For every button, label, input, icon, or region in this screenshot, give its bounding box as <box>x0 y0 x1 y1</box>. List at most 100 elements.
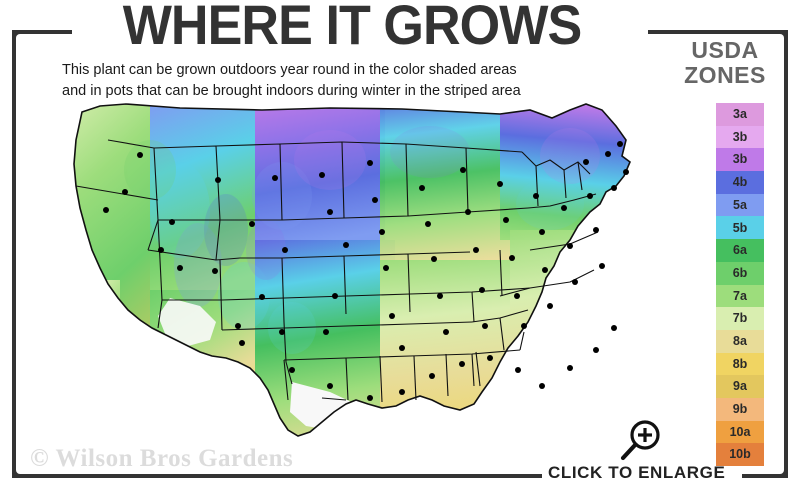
city-dot <box>332 293 338 299</box>
city-dot <box>343 242 349 248</box>
city-dot <box>533 193 539 199</box>
city-dot <box>235 323 241 329</box>
city-dot <box>459 361 465 367</box>
legend-swatch-3a: 3a <box>716 103 764 126</box>
legend-swatch-9b-13: 9b <box>716 397 764 421</box>
city-dot <box>437 293 443 299</box>
city-dot <box>567 365 573 371</box>
legend-swatch-3b-1: 3b <box>716 125 764 149</box>
subtitle-line-1: This plant can be grown outdoors year ro… <box>62 62 517 78</box>
click-to-enlarge-label[interactable]: CLICK TO ENLARGE <box>548 463 726 482</box>
city-dot <box>169 219 175 225</box>
city-dot <box>279 329 285 335</box>
city-dot <box>367 160 373 166</box>
city-dot <box>593 347 599 353</box>
city-dot <box>611 185 617 191</box>
city-dot <box>399 345 405 351</box>
city-dot <box>383 265 389 271</box>
city-dot <box>239 340 245 346</box>
legend-swatch-8a-10: 8a <box>716 329 764 353</box>
legend-heading-line-2: ZONES <box>684 62 766 88</box>
city-dot <box>479 287 485 293</box>
city-dot <box>379 229 385 235</box>
frame-corner-top-right <box>770 30 788 48</box>
zone-color-bands <box>74 104 630 436</box>
frame-top-left-segment <box>12 30 72 34</box>
city-dot <box>482 323 488 329</box>
city-dot <box>514 293 520 299</box>
city-dot <box>367 395 373 401</box>
frame-bottom-left-segment <box>12 474 542 478</box>
frame-top-right-segment <box>648 30 788 34</box>
magnifier-plus-icon[interactable] <box>618 418 664 464</box>
city-dot <box>158 247 164 253</box>
city-dot <box>599 263 605 269</box>
city-dot <box>372 197 378 203</box>
city-dot <box>487 355 493 361</box>
legend-swatch-8b-11: 8b <box>716 352 764 376</box>
frame-corner-bottom-left <box>12 460 30 478</box>
frame-corner-top-left <box>12 30 30 48</box>
city-dot <box>460 167 466 173</box>
page-title: WHERE IT GROWS <box>122 0 583 56</box>
city-dot <box>419 185 425 191</box>
legend-swatch-9a-12: 9a <box>716 375 764 398</box>
city-dot <box>521 323 527 329</box>
city-dot <box>567 243 573 249</box>
subtitle-text: This plant can be grown outdoors year ro… <box>62 60 622 102</box>
copyright-watermark: © Wilson Bros Gardens <box>30 445 294 472</box>
legend-swatch-7b-9: 7b <box>716 307 764 330</box>
legend-swatch-4b-3: 4b <box>716 171 764 194</box>
city-dot <box>323 329 329 335</box>
city-dot <box>212 268 218 274</box>
city-dot <box>282 247 288 253</box>
city-dot <box>425 221 431 227</box>
city-dot <box>177 265 183 271</box>
city-dot <box>611 325 617 331</box>
frame-left-segment <box>12 30 16 478</box>
city-dot <box>272 175 278 181</box>
usa-map-svg <box>30 100 650 460</box>
hardiness-zone-map[interactable] <box>30 100 650 460</box>
legend-swatch-10b-15: 10b <box>716 443 764 466</box>
city-dot <box>289 367 295 373</box>
city-dot <box>605 151 611 157</box>
city-dot <box>503 217 509 223</box>
legend-swatch-6b-7: 6b <box>716 261 764 285</box>
usa-outline <box>73 103 631 437</box>
city-dot <box>122 189 128 195</box>
legend-swatch-7a-8: 7a <box>716 284 764 308</box>
frame-corner-bottom-right <box>770 460 788 478</box>
city-dot <box>539 229 545 235</box>
city-dot <box>389 313 395 319</box>
city-dot <box>542 267 548 273</box>
legend-heading: USDA ZONES <box>662 38 788 88</box>
frame-right-segment <box>784 30 788 478</box>
city-dot <box>259 294 265 300</box>
city-dot <box>443 329 449 335</box>
city-dot <box>473 247 479 253</box>
city-dot <box>515 367 521 373</box>
city-dot <box>327 209 333 215</box>
city-dot <box>593 227 599 233</box>
legend-swatch-3b-2: 3b <box>716 148 764 172</box>
city-dot <box>509 255 515 261</box>
city-dot <box>623 169 629 175</box>
city-dot <box>617 141 623 147</box>
magnifier-plus-svg <box>620 420 660 461</box>
subtitle-line-2: and in pots that can be brought indoors … <box>62 83 521 99</box>
city-dot <box>497 181 503 187</box>
legend-heading-line-1: USDA <box>691 37 759 63</box>
city-dots-layer <box>103 141 629 401</box>
city-dot <box>431 256 437 262</box>
city-dot <box>399 389 405 395</box>
legend-swatch-5a-4: 5a <box>716 193 764 217</box>
frame-bottom-right-segment <box>742 474 788 478</box>
city-dot <box>561 205 567 211</box>
city-dot <box>137 152 143 158</box>
city-dot <box>327 383 333 389</box>
city-dot <box>572 279 578 285</box>
state-boundaries <box>75 139 599 403</box>
city-dot <box>103 207 109 213</box>
